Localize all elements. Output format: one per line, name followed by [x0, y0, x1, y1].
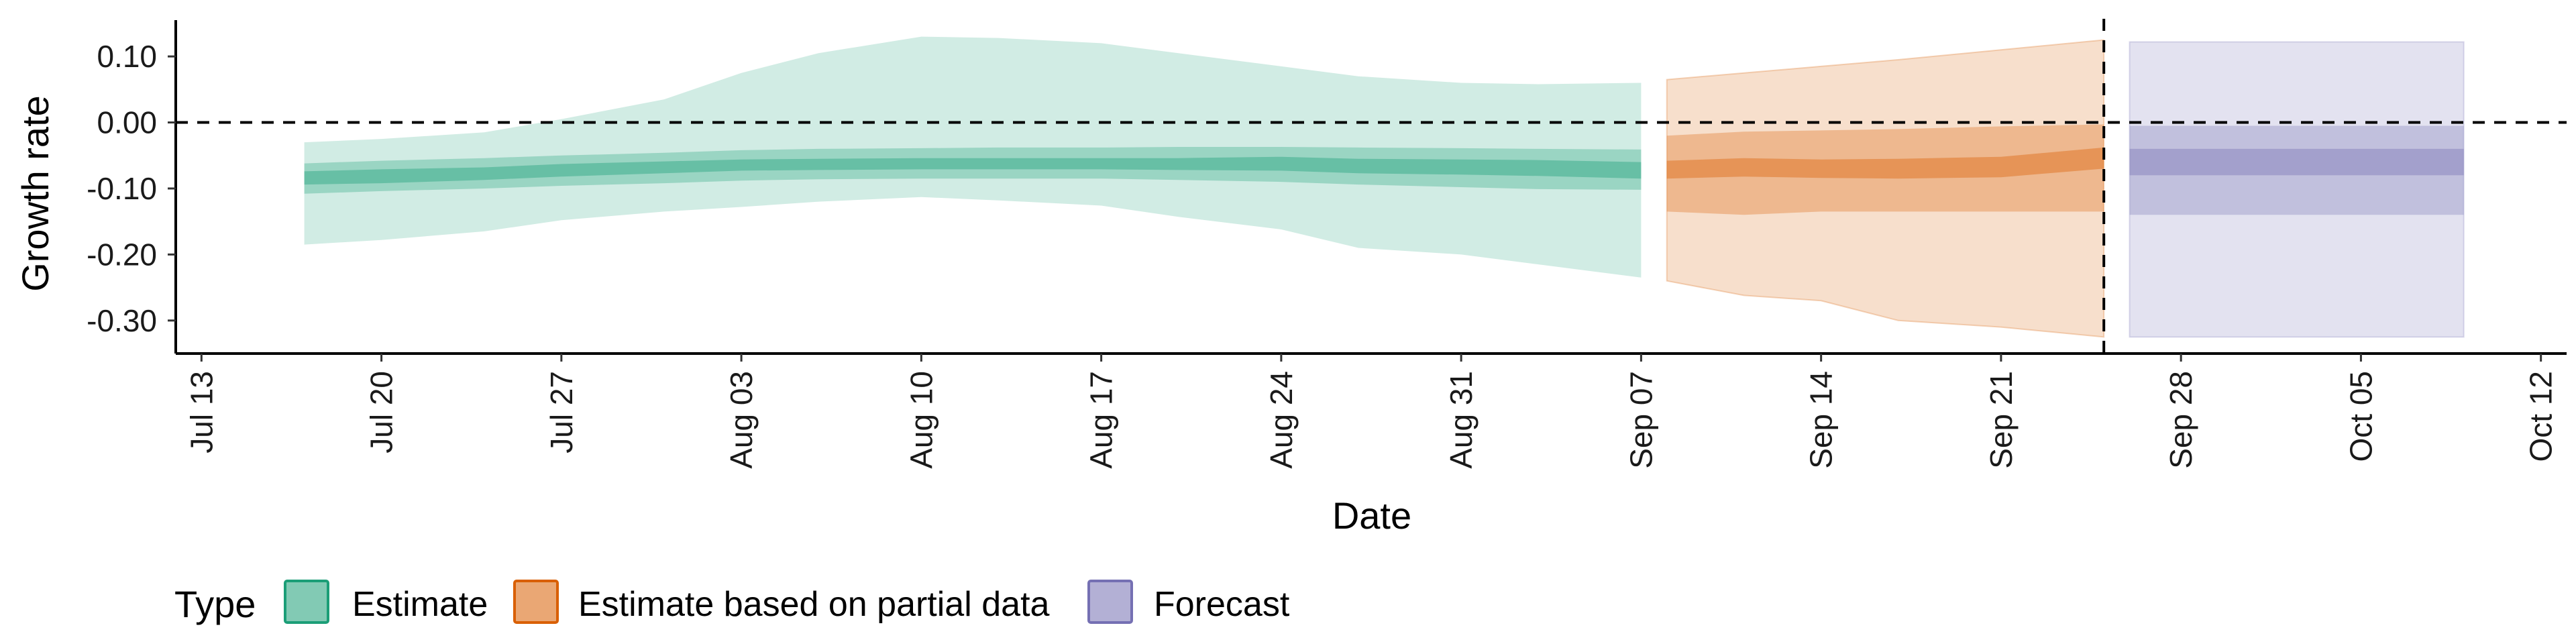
axes: 0.10 0.00 -0.10 -0.20 -0.30 Jul 13 Jul 20 Jul 2…	[14, 20, 2567, 537]
series-estimate	[304, 36, 1642, 278]
x-tick-label: Sep 28	[2163, 371, 2198, 469]
x-tick-label: Oct 05	[2343, 371, 2378, 462]
legend-label: Forecast	[1154, 585, 1290, 624]
estimate-based-on-partial-data-band-outline	[1666, 39, 2105, 338]
x-tick-label: Jul 27	[544, 371, 579, 453]
legend-title: Type	[174, 583, 256, 625]
x-tick-label: Aug 10	[904, 371, 938, 469]
forecast-band-50	[2129, 125, 2464, 215]
estimate-band-50	[304, 147, 1642, 194]
y-tick-label: 0.10	[97, 39, 157, 74]
x-tick-label: Aug 24	[1264, 371, 1299, 469]
legend-item: Estimate	[284, 580, 488, 624]
x-tick-label: Jul 13	[184, 371, 219, 453]
x-tick-label: Jul 20	[364, 371, 399, 453]
x-tick-label: Oct 12	[2524, 371, 2559, 462]
ribbon-layer	[304, 36, 2465, 338]
estimate-based-on-partial-data-band-90	[1666, 40, 2104, 337]
forecast-band-outline	[2129, 41, 2465, 338]
legend-label: Estimate	[352, 585, 488, 624]
x-tick-label: Sep 21	[1984, 371, 2019, 469]
x-tick-label: Sep 07	[1623, 371, 1658, 469]
legend-item: Forecast	[1087, 580, 1290, 624]
estimate-band-90	[304, 36, 1642, 278]
x-tick-label: Aug 17	[1084, 371, 1119, 469]
y-tick-label: -0.10	[87, 171, 157, 206]
reference-lines	[176, 19, 2567, 354]
legend-item: Estimate based on partial data	[513, 580, 1050, 624]
forecast-band-90	[2129, 42, 2464, 337]
x-tick-label: Sep 14	[1804, 371, 1839, 469]
x-tick-label: Aug 31	[1444, 371, 1479, 469]
y-tick-label: -0.20	[87, 237, 157, 272]
x-tick-label: Aug 03	[724, 371, 759, 469]
estimate-based-on-partial-data-band-50	[1666, 124, 2104, 215]
forecast-band-20	[2129, 148, 2464, 176]
series-estimate-based-on-partial-data	[1666, 39, 2105, 338]
y-axis-title: Growth rate	[14, 95, 56, 292]
y-tick-label: -0.30	[87, 303, 157, 338]
series-forecast	[2129, 41, 2465, 338]
legend-label: Estimate based on partial data	[578, 585, 1050, 624]
legend-key-swatch	[513, 580, 559, 624]
legend: Type Estimate Estimate based on partial da…	[174, 580, 1290, 625]
legend-key-swatch	[1087, 580, 1133, 624]
y-tick-label: 0.00	[97, 105, 157, 140]
estimate-band-20	[304, 156, 1642, 185]
estimate-based-on-partial-data-band-20	[1666, 147, 2104, 179]
legend-key-swatch	[284, 580, 329, 624]
x-axis-title: Date	[1332, 494, 1411, 537]
